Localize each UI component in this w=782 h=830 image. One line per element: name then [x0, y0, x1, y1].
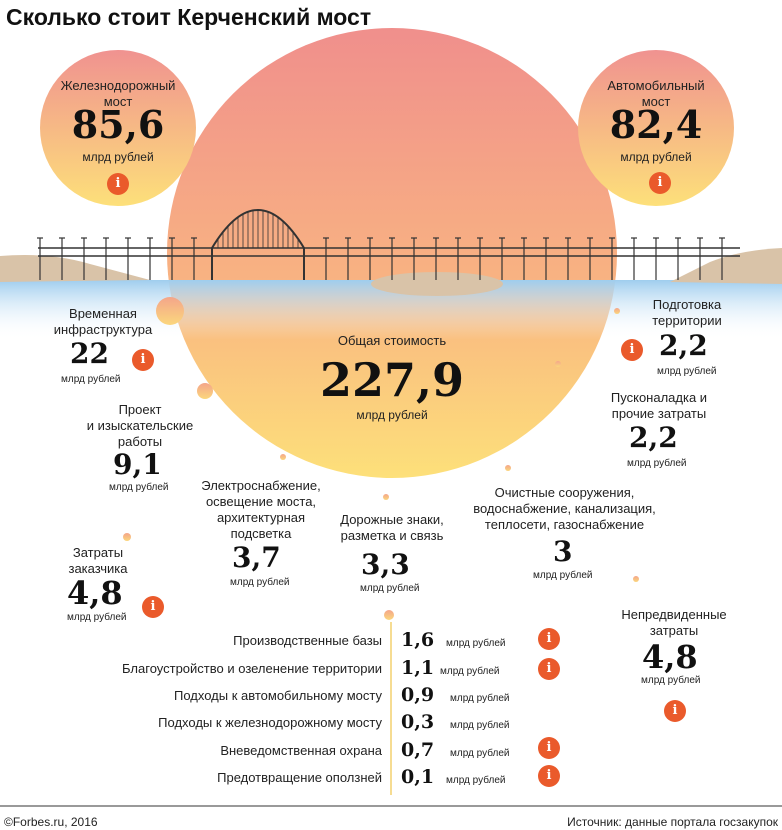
treatment-facilities-label: Очистные сооружения, водоснабжение, канал… — [473, 485, 656, 532]
power-supply-value: 3,7 — [232, 541, 281, 574]
list-row-label: Подходы к автомобильному мосту — [173, 688, 382, 703]
auto-bridge-label: Автомобильный мост — [607, 78, 705, 109]
customer-costs-unit: млрд рублей — [67, 612, 127, 623]
rail-bridge-label: Железнодорожный мост — [60, 78, 176, 109]
list-row-unit: млрд рублей — [450, 720, 510, 731]
info-icon[interactable]: i — [664, 700, 686, 722]
decor-dot — [633, 576, 639, 582]
treatment-facilities-unit: млрд рублей — [533, 570, 593, 581]
list-row-unit: млрд рублей — [446, 775, 506, 786]
project-works-value: 9,1 — [113, 448, 162, 481]
list-row-unit: млрд рублей — [450, 748, 510, 759]
territory-prep-label: Подготовка территории — [652, 297, 722, 328]
footer-source: Источник: данные портала госзакупок — [567, 815, 778, 829]
list-row-value: 1,1 — [401, 657, 435, 679]
decor-dot — [156, 297, 184, 325]
info-icon[interactable]: i — [621, 339, 643, 361]
unforeseen-costs-value: 4,8 — [642, 638, 698, 676]
info-icon[interactable]: i — [538, 765, 560, 787]
territory-prep-unit: млрд рублей — [657, 366, 717, 377]
road-signs-label: Дорожные знаки, разметка и связь — [340, 512, 444, 543]
info-icon[interactable]: i — [107, 173, 129, 195]
power-supply-unit: млрд рублей — [230, 577, 290, 588]
list-row-label: Благоустройство и озеленение территории — [122, 661, 382, 676]
rail-bridge-value: 85,6 — [71, 102, 165, 147]
list-row-label: Подходы к железнодорожному мосту — [158, 715, 382, 730]
list-row-unit: млрд рублей — [446, 638, 506, 649]
unforeseen-costs-unit: млрд рублей — [641, 675, 701, 686]
customer-costs-label: Затраты заказчика — [68, 545, 128, 576]
list-row-label: Вневедомственная охрана — [220, 743, 382, 758]
rail-bridge-circle — [40, 50, 196, 206]
customer-costs-value: 4,8 — [67, 574, 123, 612]
unforeseen-costs-label: Непредвиденные затраты — [621, 607, 727, 638]
decor-dot — [505, 465, 511, 471]
total-unit: млрд рублей — [356, 408, 428, 422]
decor-dot — [280, 454, 286, 460]
territory-prep-value: 2,2 — [659, 329, 708, 362]
total-value: 227,9 — [319, 353, 465, 407]
info-icon[interactable]: i — [649, 172, 671, 194]
footer-credit: ©Forbes.ru, 2016 — [4, 815, 98, 829]
info-icon[interactable]: i — [142, 596, 164, 618]
island — [371, 272, 503, 296]
treatment-facilities-value: 3 — [553, 535, 573, 568]
list-row-value: 0,7 — [401, 739, 435, 761]
list-row-value: 0,1 — [401, 766, 435, 788]
road-signs-value: 3,3 — [361, 548, 410, 581]
project-works-label: Проект и изыскательские работы — [86, 402, 194, 449]
decor-dot — [383, 494, 389, 500]
list-row-unit: млрд рублей — [450, 693, 510, 704]
decor-dot — [123, 533, 131, 541]
info-icon[interactable]: i — [538, 737, 560, 759]
decor-dot — [197, 383, 213, 399]
commissioning-unit: млрд рублей — [627, 458, 687, 469]
temp-infra-value: 22 — [70, 337, 109, 370]
rail-bridge-unit: млрд рублей — [82, 150, 154, 164]
land-left — [0, 255, 150, 282]
commissioning-value: 2,2 — [629, 421, 678, 454]
road-signs-unit: млрд рублей — [360, 583, 420, 594]
decor-dot — [555, 361, 561, 367]
auto-bridge-value: 82,4 — [609, 102, 703, 147]
commissioning-label: Пусконаладка и прочие затраты — [610, 390, 708, 421]
info-icon[interactable]: i — [132, 349, 154, 371]
info-icon[interactable]: i — [538, 628, 560, 650]
list-row-label: Предотвращение оползней — [217, 770, 382, 785]
total-label: Общая стоимость — [337, 333, 447, 348]
info-icon[interactable]: i — [538, 658, 560, 680]
auto-bridge-circle — [578, 50, 734, 206]
list-row-value: 1,6 — [401, 629, 435, 651]
temp-infra-unit: млрд рублей — [61, 374, 121, 385]
decor-dot — [614, 308, 620, 314]
decor-dot — [384, 610, 394, 620]
temp-infra-label: Временная инфраструктура — [53, 306, 153, 337]
page-title: Сколько стоит Керченский мост — [6, 4, 372, 30]
project-works-unit: млрд рублей — [109, 482, 169, 493]
list-row-label: Производственные базы — [233, 633, 382, 648]
auto-bridge-unit: млрд рублей — [620, 150, 692, 164]
list-row-value: 0,3 — [401, 711, 435, 733]
land-right — [670, 248, 782, 284]
power-supply-label: Электроснабжение, освещение моста, архитек… — [201, 478, 321, 541]
list-row-unit: млрд рублей — [440, 666, 500, 677]
bridge — [37, 209, 740, 280]
list-row-value: 0,9 — [401, 684, 435, 706]
